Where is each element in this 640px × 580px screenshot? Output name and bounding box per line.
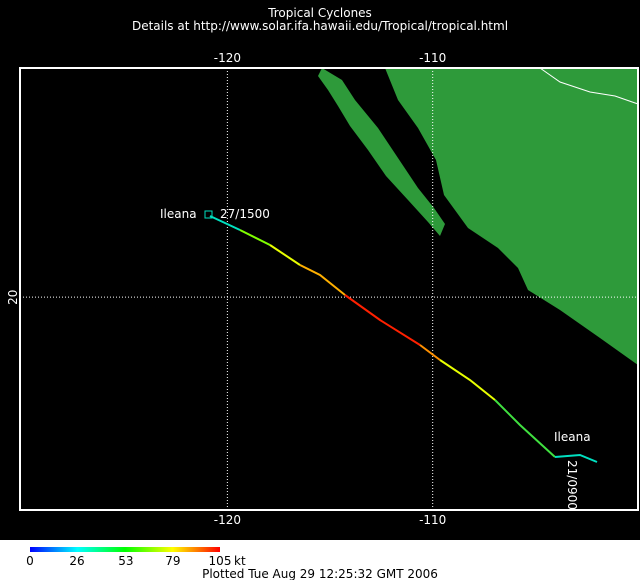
grid [20,68,638,510]
x-tick-label-top: -120 [214,51,241,65]
footer: Plotted Tue Aug 29 12:25:32 GMT 2006 [202,567,438,580]
colorbar-label: 26 [69,554,84,568]
colorbar-label: 0 [26,554,34,568]
land [318,67,639,365]
x-tick-label-top: -110 [419,51,446,65]
colorbar-label: 105 [209,554,232,568]
end-name: Ileana [554,430,591,444]
end-time: 21/0900 [565,460,579,510]
title: Tropical Cyclones [267,6,372,20]
start-time: 27/1500 [220,207,270,221]
footer-background [0,540,640,580]
track-segment [419,344,441,361]
track-segment [439,359,496,401]
track-segment [269,244,301,266]
track [204,210,598,463]
track-segment [209,215,241,231]
track-segment [239,229,271,246]
subtitle: Details at http://www.solar.ifa.hawaii.e… [132,19,508,33]
baja-peninsula [318,68,445,236]
mainland [385,68,638,365]
track-segment [299,264,346,296]
start-marker [204,210,213,219]
colorbar [30,547,220,552]
frame [19,67,639,511]
colorbar-label: 79 [165,554,180,568]
x-tick-label-bottom: -120 [214,513,241,527]
track-segment [344,294,421,346]
y-tick-label: 20 [6,290,20,305]
start-name: Ileana [160,207,197,221]
track-segment [494,399,556,458]
border [539,67,639,105]
colorbar-label: 53 [118,554,133,568]
x-tick-label-bottom: -110 [419,513,446,527]
colorbar-unit: kt [234,554,246,568]
colorbar-ticks: 0 26 53 79 105 kt [26,554,246,568]
track-segment [554,453,598,463]
